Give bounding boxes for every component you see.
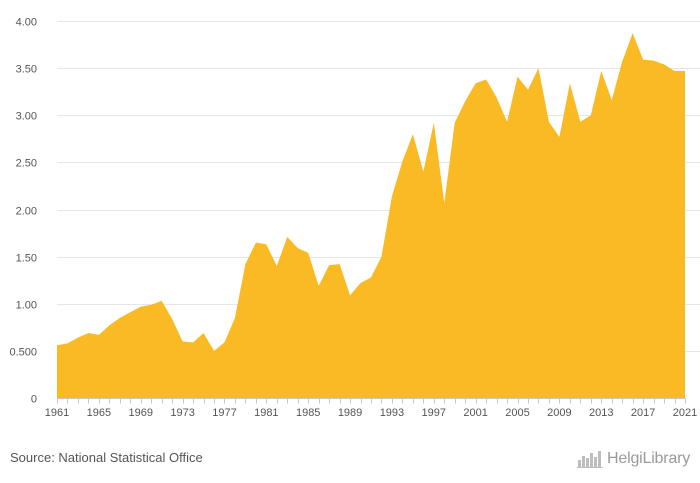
x-tick-label: 2009 (547, 407, 571, 419)
gridlines (57, 21, 700, 352)
x-tick-label: 1969 (128, 407, 152, 419)
bar-chart-icon (577, 451, 604, 468)
x-axis-labels: 1961 1965 1969 1973 1977 1981 1985 1989 1993 1997… (45, 407, 697, 419)
y-tick-label: 2.50 (16, 158, 37, 170)
x-tick-label: 1961 (45, 407, 69, 419)
x-tick-label: 1965 (87, 407, 111, 419)
x-axis (57, 398, 686, 404)
x-tick-label: 2013 (589, 407, 613, 419)
y-tick-label: 1.00 (16, 300, 37, 312)
x-tick-label: 1993 (380, 407, 404, 419)
brand-name: HelgiLibrary (607, 450, 690, 467)
x-tick-label: 1977 (212, 407, 236, 419)
y-tick-label: 2.00 (16, 206, 37, 218)
area-fill (57, 33, 685, 398)
x-tick-label: 1997 (422, 407, 446, 419)
y-tick-label: 0 (31, 394, 37, 406)
y-tick-label: 0.500 (9, 347, 37, 359)
x-tick-label: 1985 (296, 407, 320, 419)
y-tick-label: 3.50 (16, 64, 37, 76)
y-tick-label: 1.50 (16, 253, 37, 265)
y-tick-label: 4.00 (16, 17, 37, 29)
x-tick-label: 2005 (505, 407, 529, 419)
source-note: Source: National Statistical Office (10, 450, 203, 465)
x-tick-label: 2021 (673, 407, 697, 419)
x-tick-label: 2017 (631, 407, 655, 419)
x-tick-label: 1989 (338, 407, 362, 419)
area-series (57, 33, 685, 398)
x-tick-label: 2001 (463, 407, 487, 419)
x-tick-label: 1981 (254, 407, 278, 419)
y-axis-labels: 0 0.500 1.00 1.50 2.00 2.50 3.00 3.50 4.00 (9, 17, 37, 406)
y-tick-label: 3.00 (16, 111, 37, 123)
x-tick-label: 1973 (170, 407, 194, 419)
brand-logo: HelgiLibrary (577, 448, 690, 470)
